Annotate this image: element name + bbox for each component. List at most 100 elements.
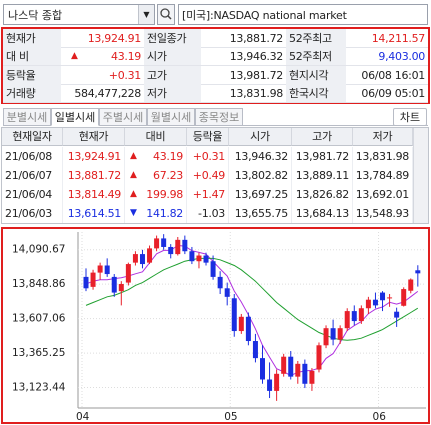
daily-cell: 13,826.82: [292, 185, 353, 204]
daily-cell: 13,692.01: [353, 185, 413, 204]
tab[interactable]: 주별시세: [99, 108, 147, 126]
candle-body: [245, 316, 251, 342]
candle-body: [168, 246, 174, 255]
column-header: 현재가: [63, 128, 125, 146]
y-tick-label: 13,365.25: [12, 347, 65, 359]
daily-cell: 21/06/07: [2, 166, 63, 185]
daily-cell: 13,548.93: [353, 204, 413, 223]
candle-body: [154, 238, 160, 249]
daily-cell: -1.03: [187, 204, 229, 223]
candle-body: [118, 284, 124, 292]
daily-cell: 199.98: [125, 185, 187, 204]
quote-value: 13,881.72: [201, 29, 286, 48]
column-header: 저가: [353, 128, 413, 146]
x-tick-label: 05: [224, 411, 237, 423]
quote-value: 43.19: [61, 47, 144, 67]
quote-value: 06/08 16:01: [346, 66, 428, 85]
tab[interactable]: 월별시세: [147, 108, 195, 126]
quote-label: 저가: [144, 83, 201, 103]
daily-cell: +1.47: [187, 185, 229, 204]
candle-body: [380, 292, 386, 301]
daily-cell: 13,814.49: [63, 185, 125, 204]
chart-button[interactable]: 차트: [393, 108, 427, 126]
daily-cell: 13,881.72: [63, 166, 125, 185]
candle-body: [231, 298, 237, 332]
candle-body: [182, 239, 188, 252]
daily-cell: 43.19: [125, 147, 187, 166]
candle-body: [139, 254, 145, 265]
market-name: 나스닥 종합: [8, 9, 63, 22]
candle-body: [344, 311, 350, 329]
daily-cell: 13,946.32: [229, 147, 292, 166]
scrollbar[interactable]: [413, 128, 428, 223]
x-tick-label: 06: [373, 411, 387, 423]
daily-cell: 21/06/03: [2, 204, 63, 223]
candle-body: [302, 363, 308, 384]
candle-body: [394, 311, 400, 318]
column-header: 고가: [292, 128, 353, 146]
quote-value: +0.31: [61, 66, 144, 85]
candle-body: [147, 248, 153, 263]
candle-body: [330, 328, 336, 340]
quote-value: 13,831.98: [201, 84, 286, 103]
candle-body: [104, 265, 110, 275]
tab[interactable]: 종목정보: [195, 108, 243, 126]
candle-body: [196, 255, 202, 262]
candle-body: [358, 308, 364, 322]
candle-body: [351, 311, 357, 322]
quote-arrow: ▲: [71, 51, 78, 62]
tab[interactable]: 분별시세: [3, 108, 51, 126]
candle-body: [288, 356, 294, 377]
quote-label: 52주최고: [286, 29, 346, 48]
quote-value: 14,211.57: [346, 29, 428, 48]
quote-label: 현지시각: [286, 65, 346, 85]
quote-label: 등락율: [3, 65, 61, 85]
daily-cell: 21/06/04: [2, 185, 63, 204]
daily-cell: 13,831.98: [353, 147, 413, 166]
daily-arrow: ▼: [130, 208, 137, 218]
daily-cell: 21/06/08: [2, 147, 63, 166]
daily-cell: 141.82: [125, 204, 187, 223]
candle-body: [274, 373, 280, 391]
candle-body: [125, 264, 131, 283]
candle-body: [267, 379, 273, 391]
quote-value: 13,981.72: [201, 66, 286, 85]
y-tick-label: 13,123.44: [12, 382, 66, 394]
candle-body: [323, 328, 329, 346]
daily-arrow: ▲: [130, 151, 137, 161]
candle-body: [295, 363, 301, 377]
candle-body: [97, 265, 103, 273]
column-header: 등락율: [187, 128, 229, 146]
market-code: [미국]:NASDAQ national market: [182, 9, 347, 22]
daily-cell: 13,784.89: [353, 166, 413, 185]
daily-cell: 13,697.25: [229, 185, 292, 204]
quote-label: 고가: [144, 65, 201, 85]
candle-body: [252, 341, 258, 359]
candle-body: [372, 299, 378, 306]
candle-body: [90, 272, 96, 287]
daily-cell: +0.31: [187, 147, 229, 166]
tab[interactable]: 일별시세: [51, 108, 99, 126]
tab-bar: 분별시세 일별시세 주별시세 월별시세 종목정보 차트: [3, 108, 428, 126]
dropdown-arrow[interactable]: ▼: [138, 5, 154, 24]
quote-label: 전일종가: [144, 29, 201, 48]
candle-body: [387, 297, 393, 299]
candle-body: [224, 288, 230, 297]
candle-body: [337, 328, 343, 340]
quote-value: 06/09 05:01: [346, 84, 428, 103]
candle-body: [161, 238, 167, 247]
quote-value: 584,477,228: [61, 84, 144, 103]
daily-table: 현재일자 현재가 대비 등락율 시가 고가 저가 21/06/08 13,924.91 43.19…: [1, 127, 429, 224]
y-tick-label: 14,090.67: [12, 244, 65, 256]
market-select[interactable]: 나스닥 종합 ▼: [3, 4, 155, 25]
candle-body: [203, 255, 209, 263]
quote-label: 시가: [144, 47, 201, 67]
quote-panel: 현재가 13,924.91 전일종가 13,881.72 52주최고 14,211.57 대…: [1, 27, 430, 104]
search-button[interactable]: [157, 4, 175, 25]
quote-label: 현재가: [3, 29, 61, 48]
code-box: [미국]:NASDAQ national market: [178, 4, 428, 25]
daily-arrow: ▲: [130, 189, 137, 199]
candle-body: [238, 316, 244, 332]
daily-cell: +0.49: [187, 166, 229, 185]
candle-body: [210, 261, 216, 277]
